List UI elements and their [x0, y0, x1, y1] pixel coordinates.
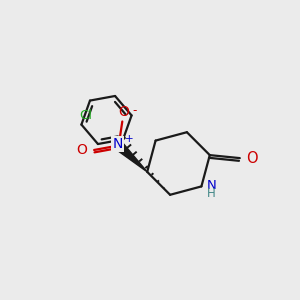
Text: N: N	[112, 137, 123, 151]
Text: O: O	[246, 151, 258, 166]
Text: O: O	[118, 106, 129, 119]
Text: N: N	[207, 179, 217, 192]
Text: O: O	[76, 143, 88, 157]
Text: +: +	[125, 134, 134, 145]
Polygon shape	[116, 142, 147, 172]
Text: Cl: Cl	[79, 109, 92, 122]
Text: -: -	[132, 103, 137, 117]
Text: H: H	[207, 187, 216, 200]
